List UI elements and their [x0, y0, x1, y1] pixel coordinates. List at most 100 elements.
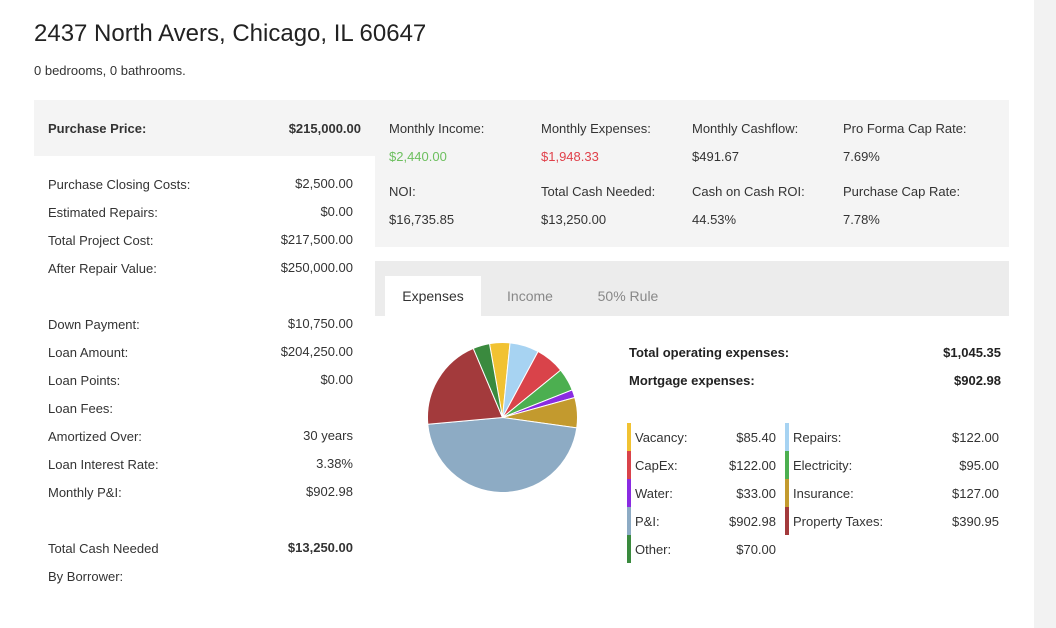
interest-value: 3.38% — [316, 456, 353, 471]
legend-swatch — [627, 535, 631, 563]
pie-slice-p-i — [427, 416, 578, 493]
purchase-price-value: $215,000.00 — [288, 121, 361, 136]
noi-value: $16,735.85 — [389, 212, 455, 227]
loan-fees-label: Loan Fees: — [48, 401, 114, 416]
monthly-expenses-value: $1,948.33 — [541, 149, 599, 164]
monthly-expenses-label: Monthly Expenses: — [541, 121, 651, 136]
arv-value: $250,000.00 — [280, 260, 353, 275]
cash-needed-value: $13,250.00 — [287, 540, 353, 555]
down-payment-row: Down Payment: $10,750.00 — [34, 310, 375, 338]
loan-amount-value: $204,250.00 — [280, 344, 353, 359]
expenses-pie-chart — [427, 342, 578, 493]
repairs-value: $0.00 — [320, 204, 353, 219]
cash-needed-label: Total Cash Needed — [48, 541, 159, 556]
legend-value: $127.00 — [952, 486, 999, 501]
coc-value: 44.53% — [692, 212, 737, 227]
mortgage-expenses-row: Mortgage expenses: $902.98 — [629, 373, 1001, 401]
legend-value: $122.00 — [952, 430, 999, 445]
purchase-cap-metric: Purchase Cap Rate: 7.78% — [843, 184, 960, 227]
legend-value: $95.00 — [959, 458, 999, 473]
legend-label: Electricity: — [793, 458, 853, 473]
legend-value: $902.98 — [729, 514, 776, 529]
legend-label: Other: — [635, 542, 672, 557]
purchase-price-label: Purchase Price: — [48, 121, 147, 136]
closing-costs-value: $2,500.00 — [295, 176, 353, 191]
legend-swatch — [785, 479, 789, 507]
closing-costs-row: Purchase Closing Costs: $2,500.00 — [34, 170, 375, 198]
legend-item-insurance: Insurance: $127.00 — [785, 479, 1000, 507]
monthly-cashflow-value: $491.67 — [692, 149, 739, 164]
legend-swatch — [627, 507, 631, 535]
breakdown-tabs: Expenses Income 50% Rule — [375, 261, 1009, 316]
arv-row: After Repair Value: $250,000.00 — [34, 254, 375, 282]
legend-label: P&I: — [635, 514, 660, 529]
legend-item-vacancy: Vacancy: $85.40 — [627, 423, 777, 451]
purchase-cap-label: Purchase Cap Rate: — [843, 184, 961, 199]
operating-expenses-label: Total operating expenses: — [629, 345, 790, 360]
tab-expenses[interactable]: Expenses — [385, 276, 481, 316]
monthly-income-label: Monthly Income: — [389, 121, 485, 136]
legend-value: $85.40 — [736, 430, 776, 445]
legend-swatch — [785, 507, 789, 535]
loan-amount-label: Loan Amount: — [48, 345, 129, 360]
coc-metric: Cash on Cash ROI: 44.53% — [692, 184, 805, 227]
expense-legend-right: Repairs: $122.00 Electricity: $95.00 Ins… — [785, 423, 1000, 535]
legend-item-pi: P&I: $902.98 — [627, 507, 777, 535]
monthly-income-value: $2,440.00 — [389, 149, 447, 164]
down-payment-value: $10,750.00 — [287, 316, 353, 331]
legend-swatch — [627, 423, 631, 451]
legend-label: Water: — [635, 486, 673, 501]
legend-item-water: Water: $33.00 — [627, 479, 777, 507]
closing-costs-label: Purchase Closing Costs: — [48, 177, 191, 192]
amortized-value: 30 years — [303, 428, 353, 443]
purchase-cap-value: 7.78% — [843, 212, 880, 227]
legend-label: Repairs: — [793, 430, 842, 445]
monthly-cashflow-metric: Monthly Cashflow: $491.67 — [692, 121, 798, 164]
amortized-label: Amortized Over: — [48, 429, 142, 444]
legend-label: Vacancy: — [635, 430, 688, 445]
pi-value: $902.98 — [306, 484, 353, 499]
legend-swatch — [785, 451, 789, 479]
legend-value: $122.00 — [729, 458, 776, 473]
pro-forma-cap-metric: Pro Forma Cap Rate: 7.69% — [843, 121, 967, 164]
legend-swatch — [627, 451, 631, 479]
legend-swatch — [627, 479, 631, 507]
property-details: 0 bedrooms, 0 bathrooms. — [34, 63, 186, 78]
pro-forma-cap-label: Pro Forma Cap Rate: — [843, 121, 967, 136]
amortized-row: Amortized Over: 30 years — [34, 422, 375, 450]
page-gutter — [1034, 0, 1056, 628]
by-borrower-label: By Borrower: — [48, 569, 124, 584]
legend-value: $33.00 — [736, 486, 776, 501]
project-cost-value: $217,500.00 — [280, 232, 353, 247]
down-payment-label: Down Payment: — [48, 317, 140, 332]
loan-points-value: $0.00 — [320, 372, 353, 387]
total-cash-value: $13,250.00 — [541, 212, 607, 227]
coc-label: Cash on Cash ROI: — [692, 184, 805, 199]
loan-points-row: Loan Points: $0.00 — [34, 366, 375, 394]
expense-legend-left: Vacancy: $85.40 CapEx: $122.00 Water: $3… — [627, 423, 777, 563]
by-borrower-row: By Borrower: — [34, 562, 375, 590]
monthly-cashflow-label: Monthly Cashflow: — [692, 121, 799, 136]
legend-item-repairs: Repairs: $122.00 — [785, 423, 1000, 451]
repairs-row: Estimated Repairs: $0.00 — [34, 198, 375, 226]
monthly-expenses-metric: Monthly Expenses: $1,948.33 — [541, 121, 651, 164]
arv-label: After Repair Value: — [48, 261, 157, 276]
loan-points-label: Loan Points: — [48, 373, 121, 388]
operating-expenses-row: Total operating expenses: $1,045.35 — [629, 345, 1001, 373]
repairs-label: Estimated Repairs: — [48, 205, 158, 220]
pie-slice-property-taxes — [427, 347, 504, 425]
total-cash-label: Total Cash Needed: — [541, 184, 656, 199]
project-cost-label: Total Project Cost: — [48, 233, 154, 248]
pro-forma-cap-value: 7.69% — [843, 149, 880, 164]
pi-row: Monthly P&I: $902.98 — [34, 478, 375, 506]
legend-item-electricity: Electricity: $95.00 — [785, 451, 1000, 479]
tab-50-rule[interactable]: 50% Rule — [597, 288, 659, 304]
project-cost-row: Total Project Cost: $217,500.00 — [34, 226, 375, 254]
interest-row: Loan Interest Rate: 3.38% — [34, 450, 375, 478]
legend-label: Property Taxes: — [793, 514, 884, 529]
mortgage-expenses-value: $902.98 — [954, 373, 1001, 388]
tab-income[interactable]: Income — [507, 288, 553, 304]
legend-label: CapEx: — [635, 458, 678, 473]
purchase-price-row: Purchase Price: $215,000.00 — [34, 100, 375, 156]
cash-needed-row: Total Cash Needed $13,250.00 — [34, 534, 375, 562]
